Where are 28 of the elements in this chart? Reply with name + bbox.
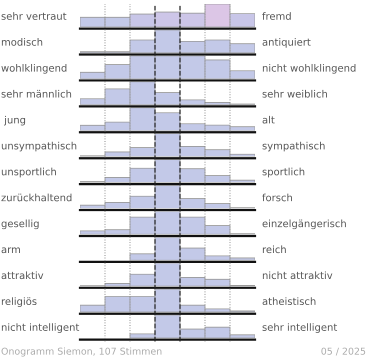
y2-axis-title: nicht wohlklingend: [262, 64, 356, 74]
y2-axis-title: atheistisch: [262, 297, 316, 306]
y2-axis-title: antiquiert: [262, 38, 311, 48]
y-axis-title: wohlklingend: [1, 64, 66, 74]
y2-axis-title: sehr weiblich: [262, 90, 327, 98]
y-axis-title: jung: [4, 116, 26, 126]
y-axis-title: sehr männlich: [2, 90, 72, 98]
y2-axis-title: sympathisch: [262, 142, 325, 152]
y2-axis-title: alt: [262, 116, 275, 124]
y2-axis-title: sehr intelligent: [262, 323, 338, 333]
y-axis-title: arm: [2, 247, 20, 254]
y2-axis-title: nicht attraktiv: [262, 271, 332, 280]
y2-axis-title: sportlich: [262, 168, 304, 178]
y-axis-title: zurückhaltend: [1, 194, 72, 202]
y-axis-title: nicht intelligent: [2, 323, 80, 333]
y2-axis-title: fremd: [262, 12, 291, 20]
text: Onogramm Siemon, 107 Stimmen: [2, 347, 162, 357]
y-axis-title: unsportlich: [2, 168, 56, 178]
y-axis-title: gesellig: [2, 220, 39, 230]
text: 05 / 2025: [321, 348, 366, 356]
y-axis-title: attraktiv: [2, 271, 44, 280]
y2-axis-title: einzelgängerisch: [262, 220, 346, 230]
y2-axis-title: forsch: [262, 194, 292, 202]
y-axis-title: religiös: [2, 297, 37, 307]
y-axis-title: sehr vertraut: [2, 12, 66, 20]
y-axis-title: unsympathisch: [2, 142, 76, 152]
y-axis-title: modisch: [2, 38, 42, 46]
y2-axis-title: reich: [262, 245, 286, 254]
